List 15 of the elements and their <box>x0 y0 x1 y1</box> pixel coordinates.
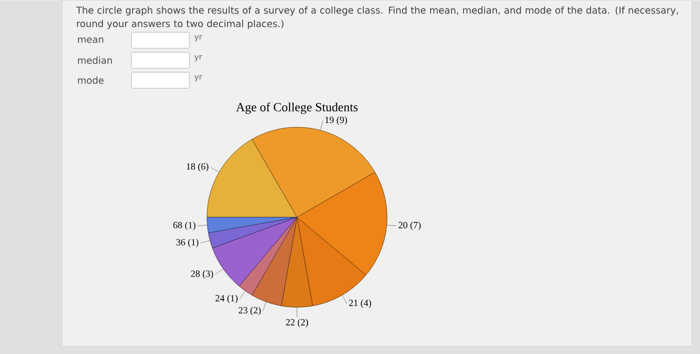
slice-label: 36 (1) <box>176 238 198 248</box>
text: The circle graph shows the results of a survey of a college class. Find the mean, median, and mode of the data. (If necessary, round your answers to two decimal places.) <box>76 6 678 29</box>
text: median <box>78 56 112 64</box>
slice-label: 23 (2) <box>238 306 261 316</box>
text: mean <box>78 37 104 43</box>
slice-label: 28 (3) <box>191 270 214 279</box>
slice-label: 20 (7) <box>398 222 421 230</box>
text: mode <box>78 76 104 84</box>
slice-label: 19 (9) <box>325 116 348 125</box>
slice-label: 68 (1) <box>173 222 196 230</box>
chart-title: Age of College Students <box>236 102 358 114</box>
slice-label: 24 (1) <box>216 294 238 304</box>
slice-label: 22 (2) <box>286 318 308 328</box>
slice-label: 18 (6) <box>186 162 208 172</box>
slice-label: 21 (4) <box>349 299 372 308</box>
